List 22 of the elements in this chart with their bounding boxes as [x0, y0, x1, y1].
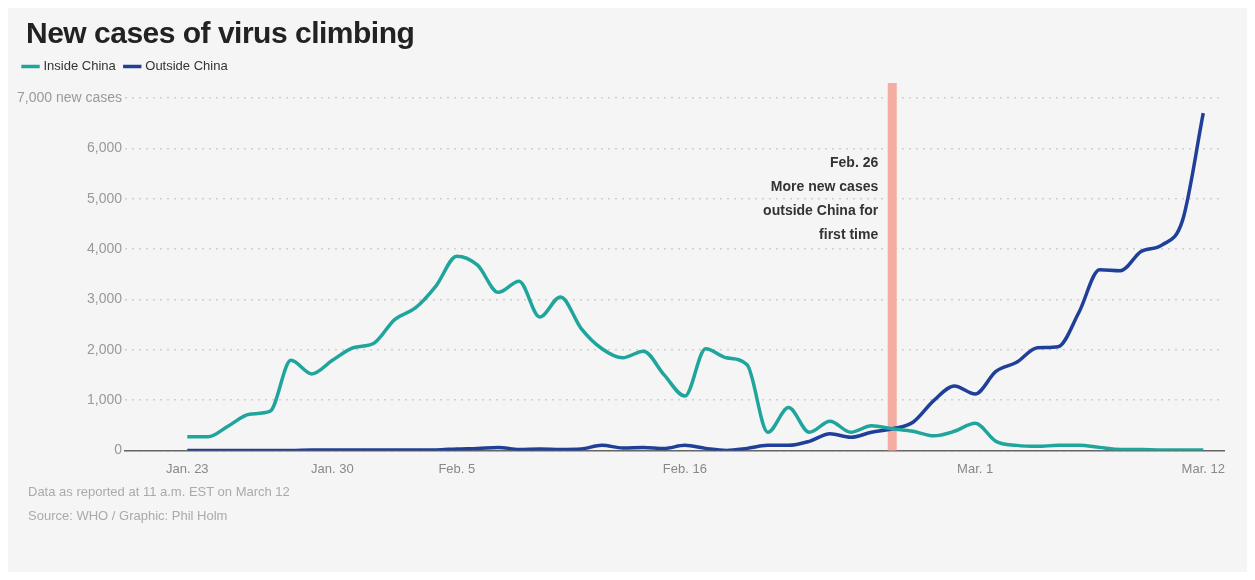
y-tick-label: 3,000	[87, 290, 123, 307]
y-tick-label: 5,000	[87, 189, 123, 206]
y-tick-label: 6,000	[87, 139, 123, 156]
x-tick-label: Feb. 5	[438, 460, 476, 476]
source-note: Source: WHO / Graphic: Phil Holm	[28, 507, 229, 525]
x-tick-label: Mar. 12	[1181, 460, 1225, 476]
legend-label: Outside China	[145, 58, 229, 74]
y-tick-label: 4,000	[87, 239, 123, 256]
x-tick-label: Jan. 30	[311, 460, 354, 476]
chart-title: New cases of virus climbing	[25, 15, 416, 50]
y-tick-label: 2,000	[87, 340, 123, 357]
line-series	[185, 254, 1206, 451]
annotation: Feb. 26 More new cases outside China for first time	[763, 153, 879, 242]
line-series	[185, 111, 1206, 451]
text: Data as reported at 11 a.m. EST on March 12	[28, 483, 291, 501]
y-tick-label: 0	[114, 441, 123, 458]
x-tick-label: Feb. 16	[662, 460, 707, 476]
y-tick-label: 1,000	[87, 390, 123, 407]
x-tick-label: Mar. 1	[957, 460, 994, 476]
x-tick-label: Jan. 23	[165, 460, 209, 476]
legend-label: Inside China	[43, 58, 117, 74]
y-tick-label: 7,000 new cases	[16, 88, 123, 105]
